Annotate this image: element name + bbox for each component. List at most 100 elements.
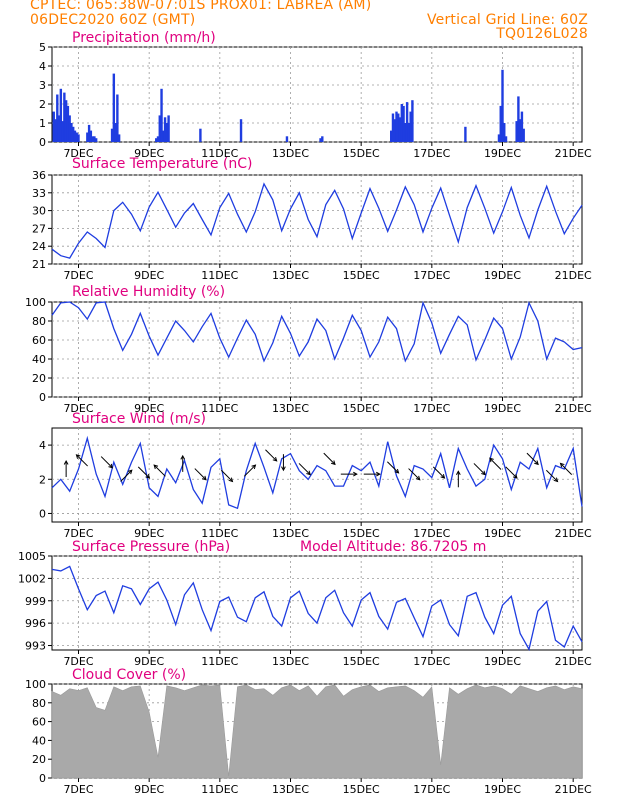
y-tick-label: 1002: [18, 572, 46, 585]
y-tick-label: 2: [39, 473, 46, 486]
precip-bar: [165, 123, 169, 142]
precip-bar: [77, 134, 80, 142]
y-tick-label: 80: [32, 697, 46, 710]
x-tick-label: 13DEC: [272, 527, 309, 540]
model-altitude-label: Model Altitude: 86.7205 m: [300, 539, 486, 555]
x-tick-label: 7DEC: [63, 402, 93, 415]
y-tick-label: 40: [32, 734, 46, 747]
y-tick-label: 100: [25, 678, 46, 691]
wind-arrow: [153, 464, 166, 477]
panel-title: Cloud Cover (%): [72, 667, 186, 683]
y-tick-label: 0: [39, 507, 46, 520]
series-line: [51, 435, 583, 510]
x-tick-label: 17DEC: [413, 147, 450, 160]
precip-bar: [116, 94, 119, 142]
wind-arrow-head: [281, 466, 286, 472]
series-line: [51, 300, 583, 363]
precip-bar: [75, 132, 78, 142]
x-tick-label: 7DEC: [63, 655, 93, 668]
precip-bar: [117, 134, 121, 142]
x-tick-label: 17DEC: [413, 783, 450, 796]
wind-arrow-head: [180, 454, 186, 460]
x-tick-label: 11DEC: [201, 402, 238, 415]
y-tick-label: 20: [32, 753, 46, 766]
precip-bar: [52, 111, 55, 142]
x-tick-label: 21DEC: [555, 655, 592, 668]
precip-bar: [285, 136, 289, 142]
wind-arrow: [137, 466, 150, 479]
panel-title: Precipitation (mm/h): [72, 30, 216, 46]
precip-bar: [56, 94, 59, 142]
precip-bar: [66, 105, 70, 142]
precip-bar: [72, 126, 75, 142]
x-tick-label: 21DEC: [555, 147, 592, 160]
y-tick-label: 40: [32, 353, 46, 366]
panel-title: Relative Humidity (%): [72, 284, 225, 300]
precip-bar: [158, 115, 161, 142]
y-tick-label: 33: [32, 187, 46, 200]
x-tick-label: 15DEC: [343, 402, 380, 415]
precip-bar: [402, 105, 405, 142]
panel-title: Surface Temperature (nC): [72, 156, 253, 172]
y-tick-label: 3: [39, 79, 46, 92]
precip-bar: [398, 117, 402, 142]
wind-arrow-head: [202, 475, 207, 481]
precip-bar: [91, 136, 94, 142]
precip-bar: [86, 132, 89, 142]
wind-arrow: [220, 469, 233, 482]
wind-arrow-head: [153, 464, 159, 470]
precip-bar: [503, 123, 506, 142]
wind-arrow-head: [251, 464, 257, 470]
wind-arrow: [505, 466, 518, 479]
panel-title: Surface Wind (m/s): [72, 411, 206, 427]
precip-bar: [504, 136, 508, 142]
y-tick-label: 60: [32, 716, 46, 729]
x-tick-label: 17DEC: [413, 655, 450, 668]
precip-bar: [199, 128, 202, 142]
precip-bar: [321, 136, 324, 142]
y-tick-label: 0: [39, 772, 46, 785]
y-tick-label: 2: [39, 98, 46, 111]
wind-arrow: [323, 452, 336, 465]
x-tick-label: 11DEC: [201, 655, 238, 668]
precip-bar: [162, 130, 165, 142]
y-tick-label: 30: [32, 205, 46, 218]
precip-bar: [114, 123, 117, 142]
x-tick-label: 9DEC: [134, 269, 164, 282]
wind-arrow-head: [489, 457, 494, 463]
y-tick-label: 1005: [18, 550, 46, 563]
x-tick-label: 7DEC: [63, 269, 93, 282]
x-tick-label: 9DEC: [134, 402, 164, 415]
y-tick-label: 24: [32, 240, 46, 253]
precip-bar: [73, 130, 77, 142]
wind-arrow-head: [559, 462, 565, 468]
precip-bar: [517, 96, 520, 142]
precip-bar: [64, 100, 68, 142]
precip-bar: [404, 123, 407, 142]
precip-bar: [112, 73, 116, 142]
wind-arrow: [560, 463, 573, 475]
x-tick-label: 9DEC: [134, 527, 164, 540]
x-tick-label: 13DEC: [272, 269, 309, 282]
x-tick-label: 21DEC: [555, 402, 592, 415]
y-tick-label: 4: [39, 439, 46, 452]
y-tick-label: 60: [32, 334, 46, 347]
series-line: [51, 182, 583, 259]
wind-arrow-head: [394, 468, 400, 474]
precip-bar: [59, 88, 63, 142]
y-tick-label: 36: [32, 169, 46, 182]
wind-arrow-head: [376, 471, 381, 477]
y-tick-label: 996: [25, 617, 46, 630]
header-right-line1: Vertical Grid Line: 60Z: [426, 12, 588, 28]
precip-bar: [400, 104, 403, 142]
precip-bar: [520, 111, 524, 142]
x-tick-label: 15DEC: [343, 655, 380, 668]
x-tick-label: 15DEC: [343, 783, 380, 796]
wind-arrow: [432, 466, 445, 479]
wind-arrow-head: [553, 477, 559, 483]
wind-arrow-head: [330, 460, 336, 466]
precip-bar: [239, 119, 243, 142]
x-tick-label: 19DEC: [484, 527, 521, 540]
x-tick-label: 21DEC: [555, 269, 592, 282]
wind-arrow-head: [228, 477, 234, 483]
